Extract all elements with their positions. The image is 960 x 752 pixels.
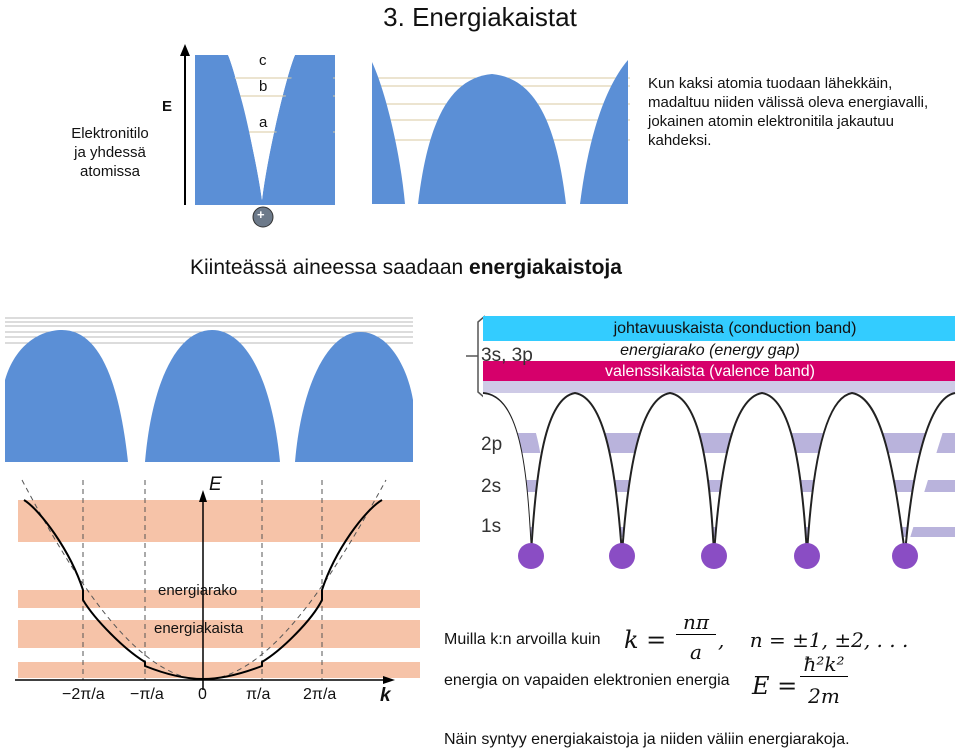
k-formula-numerator: nπ — [676, 610, 716, 635]
subtitle-emphasis: energiakaistoja — [469, 256, 622, 279]
shell-label-1s: 1s — [481, 516, 502, 537]
atom-icon — [518, 543, 544, 569]
atom-icon — [794, 543, 820, 569]
description-text: Kun kaksi atomia tuodaan lähekkäin, mada… — [648, 75, 929, 149]
energy-gap — [483, 341, 955, 361]
dispersion-e-label: E — [209, 474, 222, 495]
state-label-line-2: ja yhdessä — [74, 144, 146, 161]
band-bottom — [18, 662, 420, 678]
k-formula-denominator: a — [690, 640, 702, 664]
k-formula: k = — [624, 626, 666, 654]
atom-icon — [609, 543, 635, 569]
free-electron-text: energia on vapaiden elektronien energia — [444, 672, 730, 689]
periodic-potential — [5, 317, 413, 462]
dispersion-k-label: k — [380, 685, 391, 706]
level-c-label: c — [259, 52, 267, 69]
state-label-line-3: atomissa — [79, 163, 141, 180]
nucleus-label: + — [257, 207, 265, 222]
valence-band — [483, 361, 955, 381]
energy-gap-label: energiarako (energy gap) — [620, 342, 800, 359]
band-label: energiakaista — [154, 620, 244, 637]
e-formula-lhs: E = — [752, 672, 798, 700]
level-b-label: b — [259, 78, 268, 95]
state-label-line-1: Elektronitilo — [71, 125, 149, 142]
dispersion-plot — [15, 479, 420, 690]
conduction-band-label: johtavuuskaista (conduction band) — [613, 320, 857, 337]
tick-neg-2pi: −2π/a — [62, 686, 105, 703]
band-top — [18, 500, 420, 542]
atom-row — [518, 543, 918, 569]
gap-label: energiarako — [158, 582, 238, 599]
atom-icon — [892, 543, 918, 569]
k-formula-n: , n = ±1, ±2, . . . — [718, 628, 909, 652]
k-condition-text: Muilla k:n arvoilla kuin — [444, 631, 601, 648]
shell-label-3s3p: 3s, 3p — [481, 345, 533, 366]
subtitle-prefix: Kiinteässä aineessa saadaan — [190, 256, 470, 279]
tick-pi: π/a — [246, 686, 271, 703]
valence-band-label: valenssikaista (valence band) — [605, 363, 815, 380]
tick-zero: 0 — [198, 686, 207, 703]
band-low — [18, 620, 420, 648]
page-title: 3. Energiakaistat — [383, 2, 577, 32]
band-diagram — [466, 315, 956, 600]
conclusion-text: Näin syntyy energiakaistoja ja niiden vä… — [444, 731, 850, 748]
level-a-label: a — [259, 114, 268, 131]
shell-label-2s: 2s — [481, 476, 502, 497]
tick-neg-pi: −π/a — [130, 686, 164, 703]
section-subtitle: Kiinteässä aineessa saadaan energiakaist… — [190, 256, 622, 280]
e-formula-denominator: 2m — [808, 684, 840, 708]
tick-2pi: 2π/a — [303, 686, 337, 703]
single-atom-well — [195, 55, 335, 205]
k-formula-lhs: k = — [624, 626, 667, 654]
nucleus-icon — [252, 206, 274, 228]
e-formula-numerator: ħ²k² — [800, 652, 848, 677]
double-well — [372, 58, 630, 204]
state-label: Elektronitilo ja yhdessä atomissa — [60, 124, 160, 181]
energy-axis-label: E — [162, 98, 173, 115]
shell-label-2p: 2p — [481, 434, 503, 455]
conduction-band — [483, 316, 955, 341]
atom-icon — [701, 543, 727, 569]
